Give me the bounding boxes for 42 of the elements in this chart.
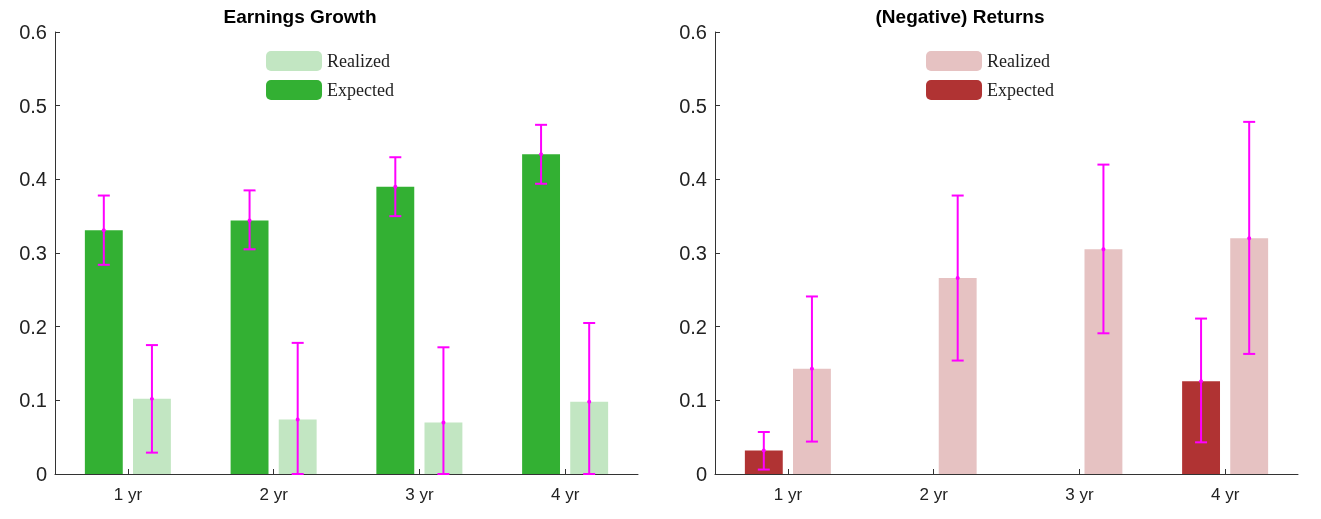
x-tick-label: 4 yr: [1210, 485, 1240, 504]
y-tick-label: 0.5: [19, 94, 47, 117]
bar: [424, 422, 463, 474]
x-tick-label: 2 yr: [919, 485, 949, 504]
y-tick-label: 0.1: [679, 389, 707, 412]
y-tick-label: 0.2: [679, 315, 707, 338]
bar: [84, 230, 123, 474]
x-tick-label: 1 yr: [773, 485, 803, 504]
y-tick-label: 0.6: [19, 21, 47, 43]
y-tick-label: 0.2: [19, 315, 47, 338]
y-tick-label: 0.5: [679, 94, 707, 117]
bar: [938, 278, 977, 474]
y-tick-label: 0.4: [19, 168, 47, 191]
bar: [1230, 238, 1269, 474]
y-tick-label: 0: [695, 463, 707, 485]
bar: [570, 401, 609, 474]
y-tick-label: 0.6: [679, 21, 707, 43]
bar: [278, 419, 317, 474]
bar: [792, 368, 831, 474]
x-tick-label: 1 yr: [113, 485, 143, 504]
bar: [132, 398, 171, 474]
y-tick-label: 0: [35, 463, 47, 485]
bar: [744, 450, 783, 474]
x-tick-label: 4 yr: [550, 485, 580, 504]
bar: [522, 154, 561, 474]
chart-title: (Negative) Returns: [875, 6, 1045, 27]
legend-label: Realized: [987, 51, 1050, 71]
y-tick-label: 0.4: [679, 168, 707, 191]
legend-label: Expected: [987, 80, 1054, 100]
legend-label: Expected: [327, 80, 394, 100]
y-tick-label: 0.3: [679, 242, 707, 264]
bar: [1084, 249, 1123, 474]
x-tick-label: 3 yr: [1065, 485, 1094, 504]
bar: [230, 220, 269, 474]
y-tick-label: 0.3: [19, 242, 47, 264]
legend-label: Realized: [327, 51, 390, 71]
x-tick-label: 2 yr: [259, 485, 289, 504]
bar: [376, 186, 415, 474]
bar: [1182, 381, 1221, 474]
chart-title: Earnings Growth: [223, 6, 377, 27]
x-tick-label: 3 yr: [405, 485, 434, 504]
y-tick-label: 0.1: [19, 389, 47, 412]
